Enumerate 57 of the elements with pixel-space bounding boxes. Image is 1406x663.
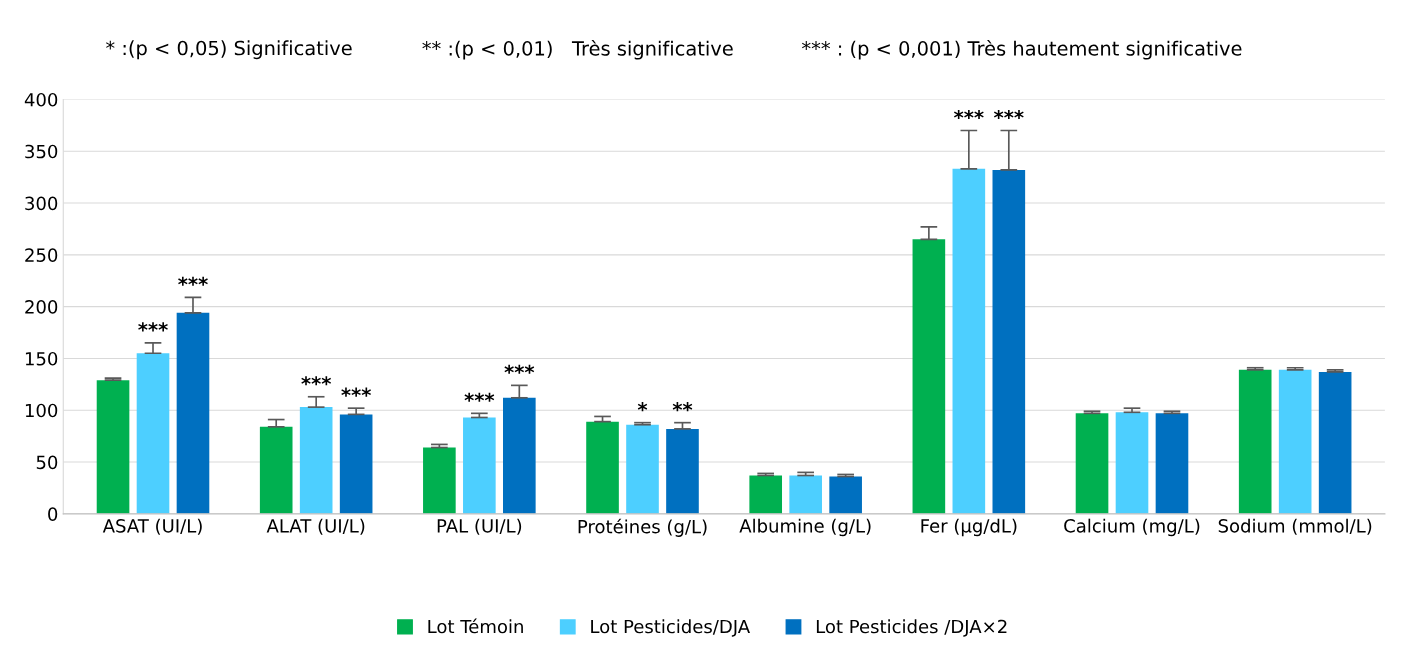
bar (952, 168, 986, 514)
data-label: ** (672, 402, 693, 412)
y-tick-label: 200 (25, 300, 58, 314)
bar (626, 424, 659, 514)
y-tick-label: 100 (25, 403, 58, 418)
data-label: *** (301, 376, 332, 386)
bar (1238, 369, 1272, 514)
bar (339, 414, 373, 514)
data-label: *** (138, 322, 168, 332)
y-tick-label: 0 (48, 507, 58, 521)
y-tick-label: 350 (25, 144, 58, 159)
y-tick-label: 400 (24, 92, 58, 107)
text: *** : (p < 0,001) Très hautement significative (802, 39, 1242, 60)
data-label: *** (341, 387, 372, 397)
x-tick-label: Protéines (g/L) (578, 518, 707, 537)
bar (666, 428, 699, 514)
x-tick-label: ASAT (UI/L) (102, 518, 202, 535)
bar (259, 426, 293, 514)
y-tick-label: 150 (25, 351, 58, 366)
x-tick-label: ALAT (UI/L) (266, 518, 365, 535)
bar (136, 353, 170, 514)
bar (789, 475, 822, 514)
data-label: *** (993, 109, 1024, 120)
y-tick-label: 50 (36, 455, 58, 470)
bar (586, 421, 619, 514)
x-tick-label: Fer (µg/dL) (921, 518, 1017, 537)
legend-label: Lot Pesticides/DJA (591, 619, 750, 637)
bar (503, 397, 536, 514)
bar (176, 312, 210, 514)
bar (1318, 371, 1352, 514)
bar (423, 447, 456, 514)
x-tick-label: PAL (UI/L) (437, 518, 522, 535)
bar (1278, 369, 1312, 514)
bar (463, 417, 496, 514)
data-label: * (637, 402, 648, 412)
legend-label: Lot Témoin (428, 618, 523, 634)
bar (299, 407, 333, 514)
x-tick-label: Calcium (mg/L) (1064, 518, 1200, 537)
x-tick-label: Sodium (mmol/L) (1218, 518, 1372, 535)
text: ** :(p < 0,01) Très significative (422, 39, 733, 60)
data-label: *** (953, 109, 984, 120)
x-tick-label: Albumine (g/L) (739, 518, 871, 537)
bar (912, 239, 946, 514)
bar (1115, 412, 1149, 514)
bar (96, 380, 130, 514)
bar (749, 475, 783, 514)
data-label: *** (178, 276, 208, 286)
y-tick-label: 250 (25, 248, 58, 262)
y-tick-label: 300 (25, 196, 58, 211)
bar (1075, 413, 1109, 514)
bar (1155, 413, 1189, 514)
legend-label: Lot Pesticides /DJA×2 (816, 619, 1007, 637)
text: * :(p < 0,05) Significative (106, 40, 352, 60)
bar (829, 476, 862, 514)
data-label: *** (504, 364, 535, 374)
bar (992, 169, 1026, 514)
data-label: *** (464, 392, 495, 402)
